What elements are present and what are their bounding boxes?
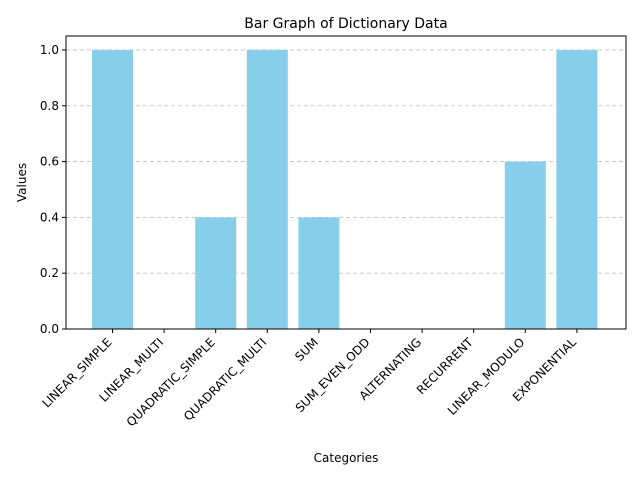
y-tick-label: 0.2 (40, 266, 59, 280)
bar (298, 217, 340, 329)
x-tick-label: QUADRATIC_SIMPLE (124, 335, 218, 429)
bar (246, 49, 288, 329)
x-axis-ticks: LINEAR_SIMPLELINEAR_MULTIQUADRATIC_SIMPL… (39, 329, 579, 429)
y-tick-label: 0.4 (40, 210, 59, 224)
bar (556, 49, 598, 329)
y-tick-label: 0.8 (40, 99, 59, 113)
y-tick-label: 0.0 (40, 322, 59, 336)
plot-frame (65, 35, 627, 330)
y-axis-ticks: 0.0 0.2 0.4 0.6 0.8 1.0 (40, 43, 66, 336)
bar (92, 49, 133, 329)
y-axis-label: Values (15, 163, 29, 202)
bar (504, 161, 546, 329)
bars-group (92, 49, 598, 329)
y-tick-label: 0.6 (40, 155, 59, 169)
chart-title: Bar Graph of Dictionary Data (244, 16, 447, 32)
x-tick-label: SUM (292, 335, 321, 364)
x-axis-label: Categories (314, 451, 379, 465)
bar (195, 217, 237, 329)
y-tick-label: 1.0 (40, 43, 59, 57)
